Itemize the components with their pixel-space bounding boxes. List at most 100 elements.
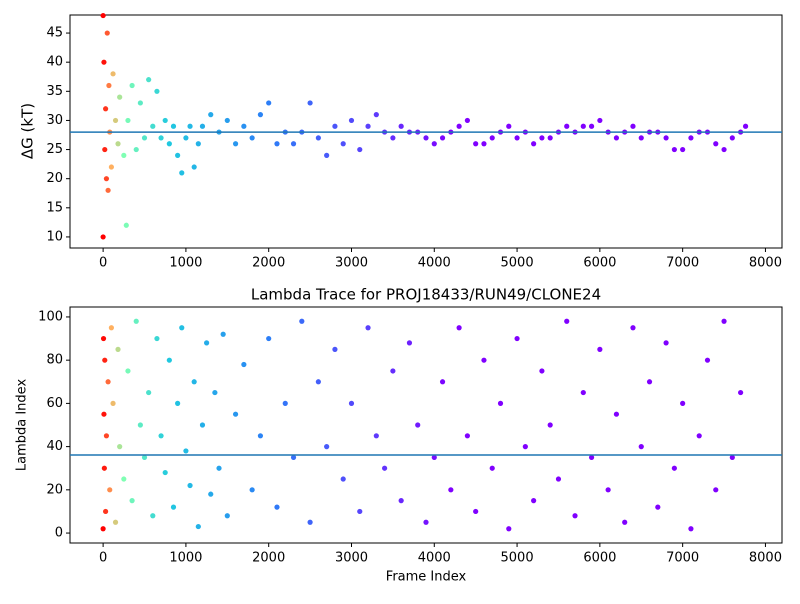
y-tick-label: 100 — [38, 309, 63, 324]
x-tick-label: 5000 — [501, 551, 534, 566]
data-point — [340, 476, 346, 482]
data-point — [100, 234, 106, 240]
data-point — [208, 491, 214, 497]
data-point — [103, 176, 110, 182]
y-tick-label: 30 — [46, 113, 63, 128]
data-point — [738, 389, 744, 396]
data-point — [522, 444, 528, 450]
data-point — [107, 487, 113, 493]
data-point — [274, 141, 280, 147]
data-point — [282, 400, 288, 406]
data-point — [514, 335, 520, 342]
data-point — [398, 498, 404, 504]
data-point — [398, 123, 404, 129]
data-point — [108, 325, 114, 331]
chart-title: Lambda Trace for PROJ18433/RUN49/CLONE24 — [251, 286, 601, 304]
y-tick-label: 80 — [46, 353, 63, 368]
y-tick-label: 25 — [46, 142, 63, 157]
data-point — [170, 504, 177, 510]
data-point — [696, 433, 702, 439]
data-point — [531, 498, 537, 504]
data-point — [439, 135, 446, 141]
data-point — [704, 357, 711, 363]
data-point — [179, 325, 185, 331]
data-point — [489, 135, 495, 141]
y-tick-label: 20 — [46, 171, 63, 186]
data-point — [721, 318, 727, 324]
data-point — [423, 135, 429, 141]
data-point — [357, 508, 363, 515]
data-point — [638, 444, 644, 450]
data-point — [605, 487, 611, 493]
data-point — [630, 123, 636, 129]
data-point — [150, 513, 156, 519]
data-point — [101, 465, 107, 471]
data-point — [179, 170, 185, 176]
data-point — [431, 454, 437, 461]
data-point — [117, 94, 123, 100]
data-point — [555, 476, 562, 482]
data-point — [104, 30, 110, 36]
x-tick-label: 2000 — [252, 551, 285, 566]
data-point — [481, 357, 487, 363]
data-point — [123, 222, 129, 228]
data-point — [108, 164, 114, 170]
data-point — [348, 400, 355, 406]
data-point — [307, 519, 313, 525]
data-point — [572, 513, 578, 519]
data-point — [663, 135, 669, 141]
data-point — [212, 389, 218, 396]
data-point — [646, 379, 653, 385]
data-point — [473, 508, 479, 515]
data-point — [101, 59, 107, 65]
data-point — [489, 465, 495, 471]
data-point — [266, 335, 272, 342]
data-point — [473, 141, 479, 147]
x-tick-label: 1000 — [169, 551, 202, 566]
y-tick-label: 60 — [46, 396, 63, 411]
x-tick-label: 4000 — [418, 256, 451, 271]
data-point — [580, 123, 586, 129]
data-point — [506, 123, 512, 129]
data-point — [150, 123, 156, 129]
data-point — [315, 135, 321, 141]
y-tick-label: 40 — [46, 439, 63, 454]
data-point — [729, 454, 735, 461]
data-point — [125, 368, 131, 374]
data-point — [106, 82, 112, 89]
data-point — [146, 77, 152, 83]
data-point — [597, 346, 603, 352]
data-point — [655, 504, 661, 510]
data-point — [713, 141, 719, 147]
data-point — [357, 146, 363, 153]
data-point — [232, 411, 239, 417]
data-point — [103, 508, 109, 515]
data-point — [204, 340, 210, 346]
data-point — [613, 135, 620, 141]
data-point — [680, 146, 686, 153]
data-point — [415, 422, 421, 428]
data-point — [154, 88, 160, 94]
data-point — [713, 487, 719, 493]
data-point — [103, 106, 109, 112]
data-point — [274, 504, 280, 510]
data-point — [290, 141, 297, 147]
y-tick-label: 45 — [46, 26, 63, 41]
x-tick-label: 3000 — [335, 551, 368, 566]
data-point — [580, 389, 586, 396]
data-point — [348, 117, 355, 124]
y-tick-label: 10 — [46, 229, 63, 244]
data-point — [439, 379, 446, 385]
x-tick-label: 0 — [99, 551, 107, 566]
x-tick-label: 8000 — [749, 256, 782, 271]
data-point — [688, 526, 694, 532]
data-point — [307, 100, 313, 106]
data-point — [257, 112, 264, 118]
data-point — [257, 433, 264, 439]
data-point — [671, 465, 677, 471]
data-point — [382, 465, 388, 471]
data-point — [133, 318, 139, 324]
data-point — [110, 71, 116, 77]
data-point — [162, 117, 168, 124]
data-point — [137, 422, 143, 428]
